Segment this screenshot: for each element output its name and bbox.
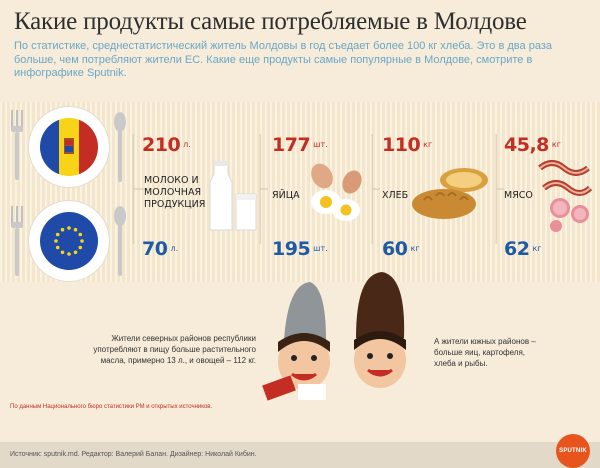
eu-plate [28,200,110,282]
milk-label: Молоко и молочная продукция [144,175,206,210]
page-subtitle: По статистике, среднестатистический жите… [14,40,552,79]
eggs-moldova-value: 177 шт. [272,134,328,156]
page-title: Какие продукты самые потребляемые в Молд… [14,8,527,35]
bracket-divider [495,134,505,244]
bread-moldova-value: 110 кг [382,134,433,156]
milk-moldova-value: 210 л. [142,134,191,156]
meat-label: Мясо [504,190,533,201]
bracket-divider [132,134,151,244]
bracket-divider [371,134,381,244]
meat-icon [538,160,593,232]
north-note: Жители северных районов республики употр… [93,334,256,365]
bread-icon [412,168,488,219]
moldova-plate [28,106,110,188]
sputnik-logo: SPUTNIK [556,434,590,468]
eggs-eu-value: 195 шт. [272,238,328,260]
south-note: А жители южных районов – больше яиц, кар… [434,337,536,368]
spoon-icon [114,112,126,182]
spoon-icon [114,206,126,276]
data-source-note: По данным Национального бюро статистики … [10,404,213,410]
eggs-icon [311,163,362,221]
header: Какие продукты самые потребляемые в Молд… [0,0,600,96]
footer-credits: Источник: sputnik.md. Редактор: Валерий … [0,442,600,468]
bracket-divider [259,134,269,244]
eggs-label: Яйца [272,190,300,201]
meat-moldova-value: 45,8 кг [504,134,561,156]
fork-icon [11,110,23,180]
moldova-flag-icon [40,118,98,176]
milk-bottle-icon [209,161,257,231]
meat-eu-value: 62 кг [504,238,542,260]
fork-icon [11,206,23,276]
north-man-illustration [262,282,330,401]
eu-flag-icon [40,212,98,270]
bread-label: Хлеб [382,190,409,201]
milk-eu-value: 70 л. [142,238,179,260]
south-man-illustration [354,272,406,388]
bread-eu-value: 60 кг [382,238,420,260]
